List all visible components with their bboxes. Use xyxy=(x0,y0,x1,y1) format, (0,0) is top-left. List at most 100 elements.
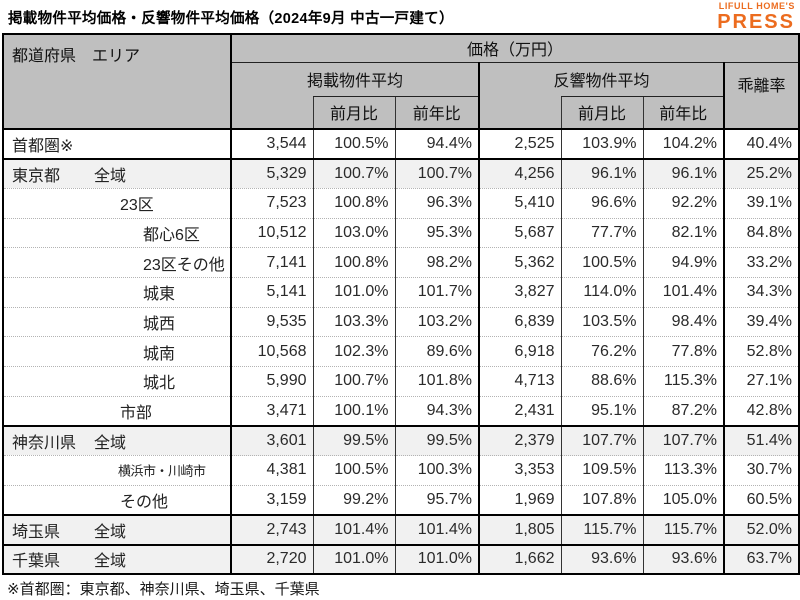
value-cell: 42.8% xyxy=(722,396,800,426)
value-cell: 93.6% xyxy=(642,544,724,575)
response-mom-header: 前月比 xyxy=(560,95,643,130)
value-cell: 88.6% xyxy=(560,366,643,397)
table-row: その他 3,159 99.2% 95.7% 1,969 107.8% 105.0% 60.5% xyxy=(3,485,800,515)
value-cell: 1,969 xyxy=(478,485,561,515)
value-cell: 39.4% xyxy=(722,307,800,337)
value-cell: 10,512 xyxy=(230,218,313,248)
table-row: 横浜市・川崎市 4,381 100.5% 100.3% 3,353 109.5% 113.3… xyxy=(3,455,800,486)
area-label: その他 xyxy=(120,493,169,511)
value-cell: 3,544 xyxy=(230,129,313,159)
footnote: ※首都圏：東京都、神奈川県、埼玉県、千葉県 xyxy=(7,581,320,598)
value-cell: 7,523 xyxy=(230,188,313,219)
table-row: 都心6区 10,512 103.0% 95.3% 5,687 77.7% 82.1% 84.8… xyxy=(3,218,800,248)
value-cell: 101.4% xyxy=(642,277,724,308)
value-cell: 115.7% xyxy=(560,514,643,545)
table-row: 東京都 全域 5,329 100.7% 100.7% 4,256 96.1% 96.1% 25.… xyxy=(3,158,800,189)
value-cell: 98.2% xyxy=(394,247,479,278)
value-cell: 6,839 xyxy=(478,307,561,337)
value-cell: 96.1% xyxy=(560,158,643,189)
value-cell: 100.8% xyxy=(312,247,395,278)
table-row: 23区その他 7,141 100.8% 98.2% 5,362 100.5% 94.9% 33… xyxy=(3,247,800,278)
value-cell: 100.1% xyxy=(312,396,395,426)
value-cell: 1,662 xyxy=(478,544,561,575)
logo-brand-text: LIFULL HOME'S xyxy=(718,1,795,11)
value-cell: 10,568 xyxy=(230,336,313,367)
area-label: 全域 xyxy=(94,553,127,571)
table-row: 城南 10,568 102.3% 89.6% 6,918 76.2% 77.8% 52.8% xyxy=(3,336,800,367)
row-label-cell: 千葉県 全域 xyxy=(3,545,231,575)
value-cell: 51.4% xyxy=(722,425,800,456)
value-cell: 40.4% xyxy=(722,129,800,159)
value-cell: 103.0% xyxy=(312,218,395,248)
row-label-cell: 城北 xyxy=(3,367,231,397)
value-cell: 101.4% xyxy=(394,514,479,545)
value-cell: 100.7% xyxy=(394,158,479,189)
listed-yoy-header: 前年比 xyxy=(394,95,479,130)
value-cell: 3,471 xyxy=(230,396,313,426)
table-row: 城西 9,535 103.3% 103.2% 6,839 103.5% 98.4% 39.4% xyxy=(3,307,800,337)
value-cell: 34.3% xyxy=(722,277,800,308)
value-cell: 105.0% xyxy=(642,485,724,515)
value-cell: 89.6% xyxy=(394,336,479,367)
area-label: 全域 xyxy=(94,523,127,541)
value-cell: 109.5% xyxy=(560,455,643,486)
row-label-cell: 都心6区 xyxy=(3,218,231,248)
value-cell: 107.7% xyxy=(560,425,643,456)
price-header: 価格（万円） xyxy=(229,34,800,63)
area-label: 城西 xyxy=(143,315,176,333)
table-header: 都道府県 エリア 価格（万円） 掲載物件平均 反響物件平均 乖離率 前月比 前年… xyxy=(3,34,800,130)
value-cell: 2,431 xyxy=(478,396,561,426)
area-label: 城東 xyxy=(143,286,176,304)
value-cell: 25.2% xyxy=(722,158,800,189)
row-label-cell: 首都圏※ xyxy=(3,129,231,159)
empty-header-cell xyxy=(230,96,313,130)
table-row: 市部 3,471 100.1% 94.3% 2,431 95.1% 87.2% 42.8% xyxy=(3,396,800,426)
value-cell: 5,687 xyxy=(478,218,561,248)
value-cell: 100.8% xyxy=(312,188,395,219)
row-label-cell: 神奈川県 全域 xyxy=(3,426,231,456)
value-cell: 104.2% xyxy=(642,129,724,159)
table-row: 23区 7,523 100.8% 96.3% 5,410 96.6% 92.2% 39.1% xyxy=(3,188,800,219)
lifull-homes-press-logo: LIFULL HOME'S PRESS xyxy=(717,1,795,33)
value-cell: 95.7% xyxy=(394,485,479,515)
value-cell: 3,353 xyxy=(478,455,561,486)
value-cell: 60.5% xyxy=(722,485,800,515)
value-cell: 5,410 xyxy=(478,188,561,219)
corner-header: 都道府県 エリア xyxy=(3,34,231,129)
value-cell: 2,743 xyxy=(230,514,313,545)
value-cell: 93.6% xyxy=(560,544,643,575)
prefecture-label: 埼玉県 xyxy=(12,523,61,541)
value-cell: 94.9% xyxy=(642,247,724,278)
value-cell: 87.2% xyxy=(642,396,724,426)
value-cell: 103.2% xyxy=(394,307,479,337)
value-cell: 96.6% xyxy=(560,188,643,219)
area-label: 都心6区 xyxy=(143,226,200,244)
area-label: 全域 xyxy=(94,167,127,185)
area-label: 城北 xyxy=(143,375,176,393)
value-cell: 115.3% xyxy=(642,366,724,397)
value-cell: 7,141 xyxy=(230,247,313,278)
value-cell: 95.3% xyxy=(394,218,479,248)
row-label-cell: 城南 xyxy=(3,337,231,367)
response-yoy-header: 前年比 xyxy=(642,95,724,130)
row-label-cell: その他 xyxy=(3,485,231,515)
prefecture-label: 千葉県 xyxy=(12,553,61,571)
value-cell: 2,379 xyxy=(478,425,561,456)
value-cell: 96.1% xyxy=(642,158,724,189)
value-cell: 100.5% xyxy=(312,129,395,159)
table-body: 首都圏※ 3,544 100.5% 94.4% 2,525 103.9% 104.2% 40.… xyxy=(3,129,800,575)
row-label-cell: 城西 xyxy=(3,307,231,337)
row-label-cell: 横浜市・川崎市 xyxy=(3,456,231,486)
value-cell: 4,381 xyxy=(230,455,313,486)
table-row: 首都圏※ 3,544 100.5% 94.4% 2,525 103.9% 104.2% 40.… xyxy=(3,129,800,159)
value-cell: 3,601 xyxy=(230,425,313,456)
value-cell: 33.2% xyxy=(722,247,800,278)
value-cell: 101.0% xyxy=(312,544,395,575)
value-cell: 102.3% xyxy=(312,336,395,367)
area-label: 市部 xyxy=(120,404,153,422)
value-cell: 101.0% xyxy=(394,544,479,575)
area-label: 城南 xyxy=(143,345,176,363)
value-cell: 113.3% xyxy=(642,455,724,486)
value-cell: 2,720 xyxy=(230,544,313,575)
table-row: 城東 5,141 101.0% 101.7% 3,827 114.0% 101.4% 34.3… xyxy=(3,277,800,308)
